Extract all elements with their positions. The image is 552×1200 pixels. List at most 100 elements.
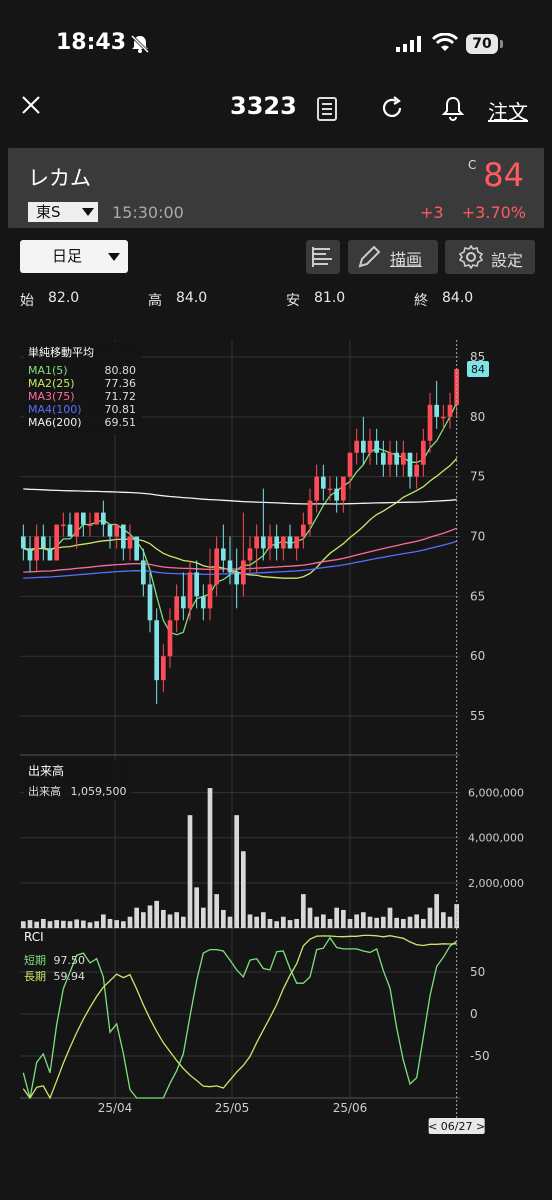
volume-bar [261,912,266,928]
ma-line [23,540,457,579]
market-select[interactable]: 東S [28,202,98,222]
volume-bar [154,900,159,928]
candle-body [214,548,219,585]
candle-body [327,488,333,491]
volume-bar [307,907,313,928]
candle-body [227,560,233,573]
battery-tip [500,40,503,48]
candle-body [201,596,206,609]
settings-button[interactable]: 設定 [445,240,535,274]
price-change-percent: +3.70% [461,203,526,222]
ma-legend-value: 71.72 [104,390,137,403]
volume-bar [61,920,66,928]
candle-body [374,440,379,453]
reload-icon[interactable] [380,96,404,120]
volume-bar [121,921,126,928]
rci-tick-label: 0 [470,1007,478,1021]
period-select[interactable]: 日足 [20,240,128,273]
volume-bar [114,920,119,928]
volume-bar [434,894,439,928]
order-link[interactable]: 注文 [488,100,528,124]
status-time: 18:43 [56,30,127,55]
candle-body [61,524,66,527]
rci-legend-title: RCI [24,930,44,944]
price-time: 15:30:00 [112,203,184,222]
volume-bar [387,907,393,928]
candle-body [387,452,393,465]
ma-legend-value: 69.51 [104,416,137,429]
candle-body [187,572,193,609]
close-label: 終 [414,293,428,309]
candle-body [147,584,153,621]
pencil-icon [358,245,381,268]
candle-body [67,524,73,537]
rci-short-label: 短期 [24,954,46,967]
candle-body [447,404,453,417]
volume-bar [421,918,426,928]
low-label: 安 [286,293,300,309]
stock-chart[interactable]: 85 80 75 70 65 60 55 6,000,000 4,000,000 2,000,00… [0,330,552,1140]
indicator-button[interactable] [306,240,340,274]
candle-body [401,452,406,465]
ma-legend-label: MA3(75) [28,390,75,403]
candle-body [274,536,279,549]
signal-icon [396,36,421,52]
volume-bar [354,914,359,928]
candle-body [34,536,39,561]
candle-body [121,524,126,549]
document-icon[interactable] [316,96,338,122]
stock-header: レカム C 84 東S 15:30:00 +3 +3.70% [8,148,544,228]
volume-bar [167,914,173,928]
candle-body [87,524,93,527]
candle-body [74,512,79,537]
volume-bar [201,907,206,928]
volume-bar [34,921,39,928]
volume-bar [67,921,73,928]
volume-tick-label: 2,000,000 [468,877,524,890]
volume-legend-title: 出来高 [28,764,65,778]
candle-body [261,536,266,549]
candle-body [287,536,293,549]
period-label: 日足 [52,247,83,265]
current-price-tag [467,360,489,377]
volume-tick-label: 4,000,000 [468,832,524,845]
candle-body [181,596,186,609]
current-price-tag-text: 84 [471,363,485,376]
ma-legend-label: MA2(25) [28,377,75,390]
price-tick-label: 55 [470,709,485,723]
volume-bar [407,916,413,928]
close-icon[interactable] [20,94,42,116]
candle-body [307,500,313,525]
candle-body [174,596,179,621]
date-tick-label: 25/06 [333,1101,368,1115]
volume-bar [347,918,353,928]
candle-body [54,524,59,561]
chart-toolbar: 日足 描画 設定 [0,240,552,276]
volume-bar [134,907,139,928]
candle-body [367,440,373,453]
volume-bar [274,921,279,928]
volume-bar [394,917,399,928]
rci-legend: RCI 短期 97.50 長期 59.94 [24,930,85,983]
volume-bar [381,916,386,928]
candle-body [41,536,46,549]
open-label: 始 [20,293,34,309]
volume-bar [334,907,339,928]
candle-body [314,476,319,501]
ma-legend-value: 80.80 [104,364,137,377]
volume-bar [441,912,446,928]
candle-body [254,536,259,549]
ma-legend-label: MA4(100) [28,403,82,416]
price-tick-label: 80 [470,410,485,424]
current-date-tag-text: < 06/27 > [428,1120,485,1133]
volume-tick-label: 6,000,000 [468,787,524,800]
stock-name: レカム [28,166,91,190]
price-change: +3 [420,203,444,222]
volume-bar [187,815,193,928]
draw-button[interactable]: 描画 [348,240,438,274]
bell-icon[interactable] [442,95,464,121]
candle-body [107,524,113,537]
volume-bar [327,918,333,928]
ma-line [23,488,457,505]
candle-body [161,656,166,681]
